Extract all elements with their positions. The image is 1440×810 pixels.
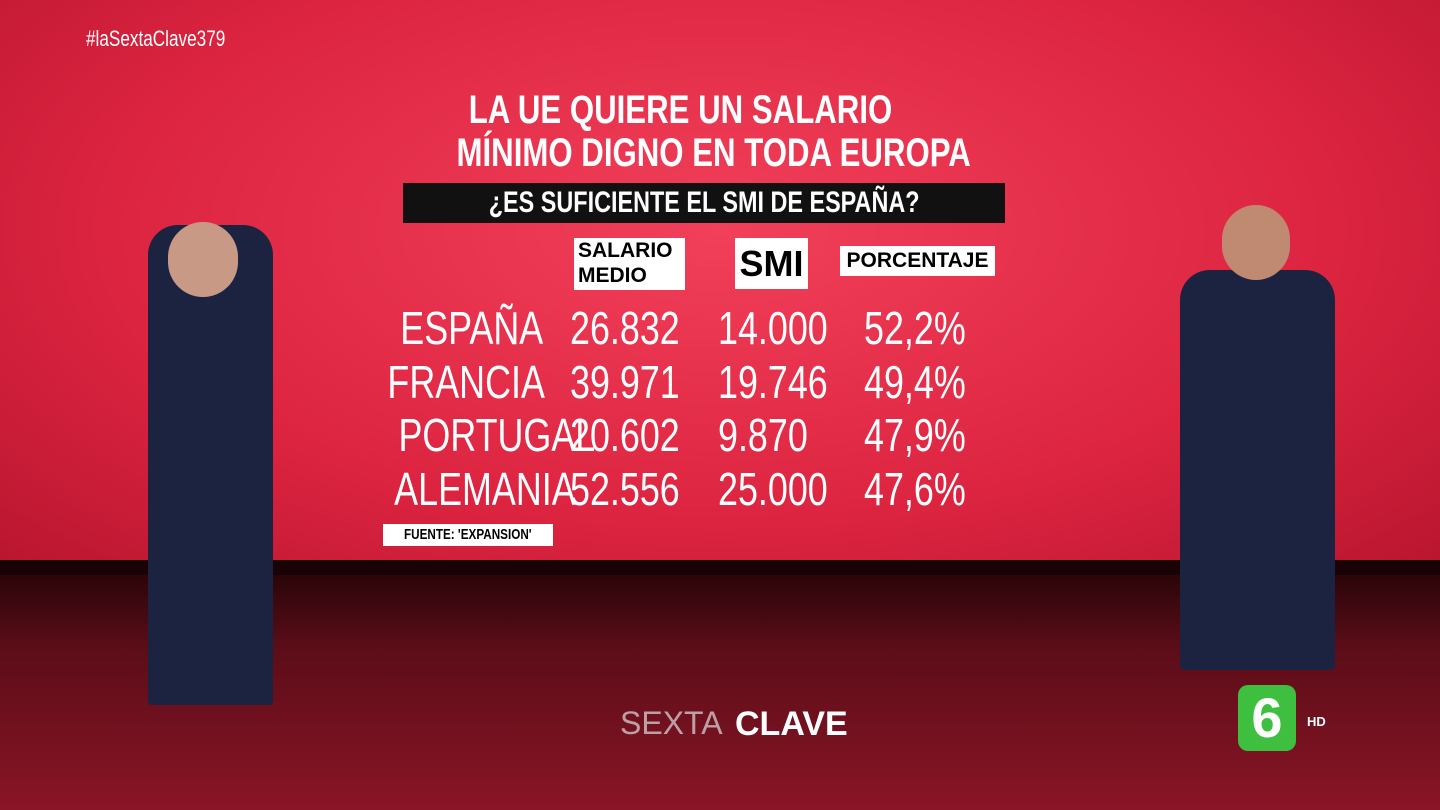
table-cell: 47,6% — [864, 464, 1004, 514]
country: PORTUGAL — [343, 410, 595, 460]
cell-text: 20.602 — [570, 409, 680, 461]
cell-text: 14.000 — [718, 302, 828, 354]
table-cell: 26.832 — [570, 303, 710, 353]
presenter-right-head — [1222, 205, 1290, 280]
cell-text: 39.971 — [570, 355, 680, 408]
cell-text: PORTUGAL — [398, 409, 596, 461]
cell-text: ESPAÑA — [400, 302, 543, 354]
column-header: PORCENTAJE — [840, 246, 995, 276]
cell-text: 9.870 — [718, 409, 808, 461]
source: FUENTE: 'EXPANSION' — [383, 524, 553, 546]
presenter-right — [1180, 270, 1335, 670]
table-cell: 20.602 — [570, 410, 710, 460]
table-cell: 19.746 — [718, 357, 858, 407]
table-cell: 39.971 — [570, 357, 710, 407]
cell-text: 49,4% — [864, 355, 966, 408]
title-line: LA UE QUIERE UN SALARIO — [468, 88, 892, 132]
table-cell: 49,4% — [864, 357, 1004, 407]
table-cell: 14.000 — [718, 303, 858, 353]
table-cell: 52,2% — [864, 303, 1004, 353]
cell-text: 52.556 — [570, 462, 680, 515]
program-logo: CLAVE — [735, 705, 848, 743]
presenter-left-head — [168, 222, 238, 297]
table-cell: 47,9% — [864, 410, 1004, 460]
cell-text: 26.832 — [570, 302, 680, 354]
table-cell: 52.556 — [570, 464, 710, 514]
cell-text: ALEMANIA — [394, 462, 576, 515]
subtitle: ¿ES SUFICIENTE EL SMI DE ESPAÑA? — [403, 183, 1005, 223]
cell-text: 19.746 — [718, 355, 828, 408]
table-cell: 25.000 — [718, 464, 858, 514]
country: ESPAÑA — [343, 303, 543, 353]
channel-logo: 6 — [1238, 685, 1296, 751]
presenter-left — [148, 225, 273, 705]
hashtag: #laSextaClave379 — [86, 26, 226, 51]
cell-text: 52,2% — [864, 302, 966, 354]
country: FRANCIA — [343, 355, 545, 408]
country: ALEMANIA — [343, 464, 575, 514]
hd-badge: HD — [1307, 714, 1326, 729]
cell-text: 47,6% — [864, 462, 966, 515]
cell-text: 25.000 — [718, 462, 828, 515]
program-logo: SEXTA — [620, 705, 723, 741]
table-cell: 9.870 — [718, 410, 858, 460]
cell-text: FRANCIA — [387, 355, 545, 408]
title-line: MÍNIMO DIGNO EN TODA EUROPA — [456, 131, 972, 175]
column-header: SALARIO MEDIO — [574, 238, 685, 290]
column-header: SMI — [735, 238, 808, 289]
cell-text: 47,9% — [864, 409, 966, 461]
